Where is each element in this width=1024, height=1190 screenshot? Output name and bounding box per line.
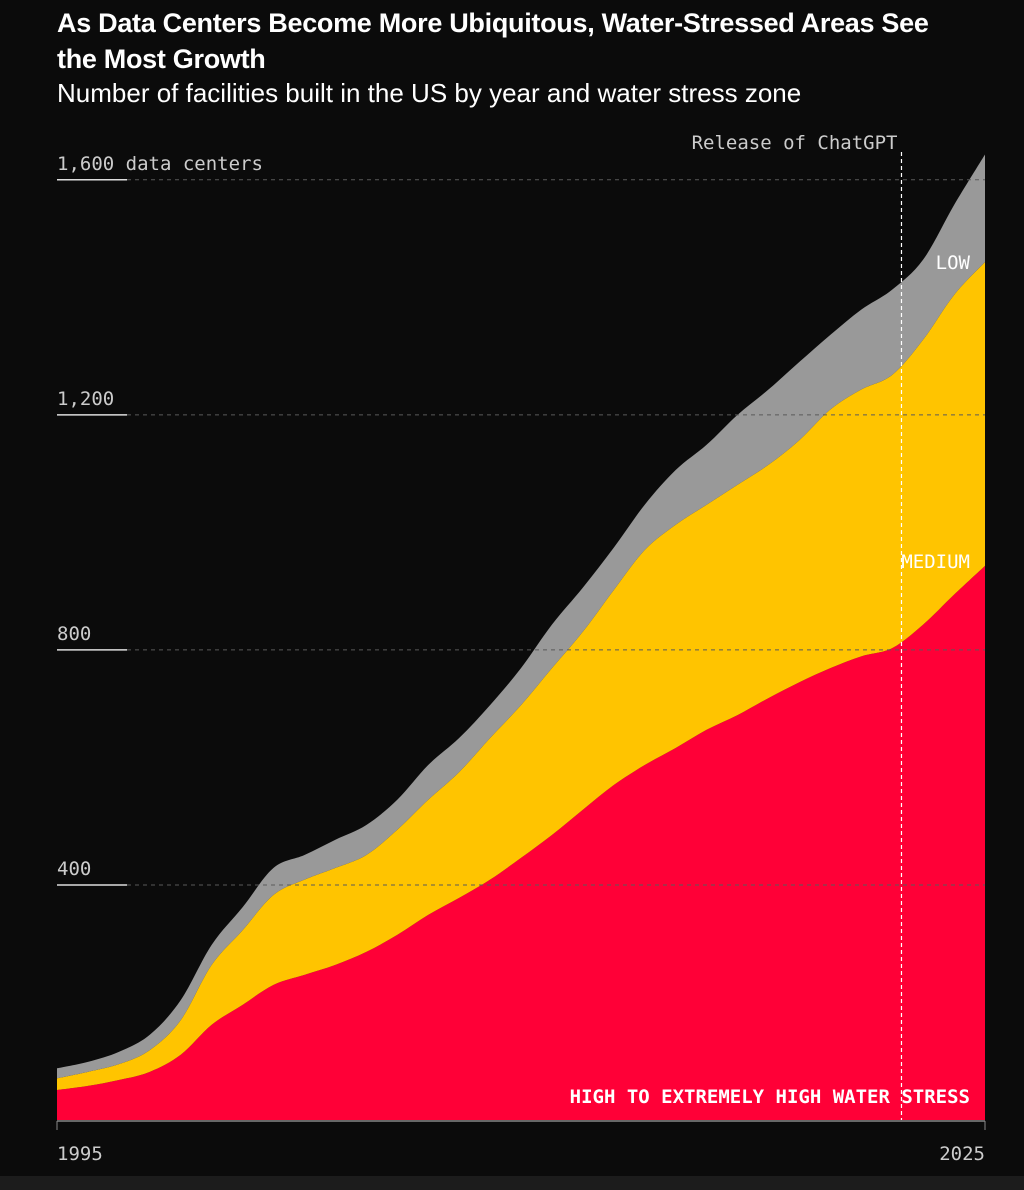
area: [57, 565, 985, 1120]
y-tick-label: 1,200: [57, 388, 114, 410]
footer-strip: [0, 1176, 1024, 1190]
chart-title: As Data Centers Become More Ubiquitous, …: [57, 8, 929, 74]
series-label: LOW: [936, 252, 971, 274]
y-tick-label: 400: [57, 858, 91, 880]
series-label: MEDIUM: [901, 551, 970, 573]
x-tick-label: 1995: [57, 1143, 103, 1165]
series-label: HIGH TO EXTREMELY HIGH WATER STRESS: [570, 1086, 970, 1108]
chart-subtitle: Number of facilities built in the US by …: [57, 78, 802, 108]
annotation-label: Release of ChatGPT: [692, 132, 898, 154]
area: [57, 262, 985, 1091]
y-tick-label: 1,600 data centers: [57, 153, 263, 175]
x-tick-label: 2025: [939, 1143, 985, 1165]
y-tick-label: 800: [57, 623, 91, 645]
